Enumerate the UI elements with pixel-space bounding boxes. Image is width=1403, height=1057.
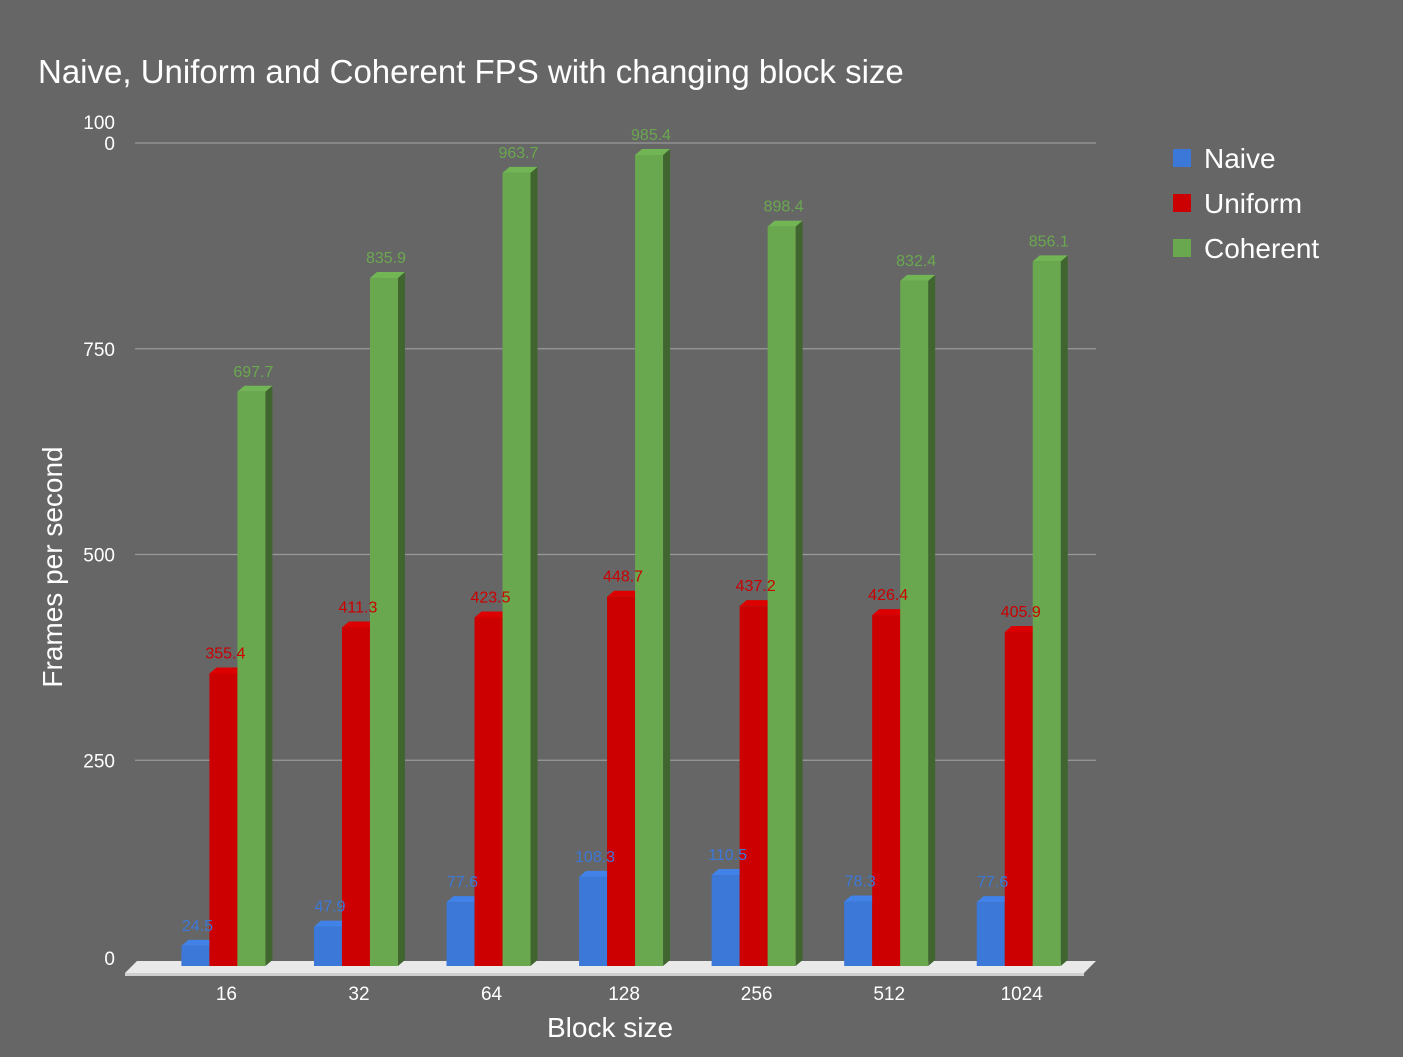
floor-edge	[125, 973, 1084, 976]
bar-coherent-16	[237, 385, 273, 966]
data-label-naive: 78.3	[845, 874, 876, 891]
y-tick-label: 0	[104, 949, 115, 970]
data-label-uniform: 411.3	[339, 600, 378, 617]
data-label-coherent: 898.4	[764, 199, 804, 216]
y-tick-label: 250	[83, 751, 115, 772]
x-tick-label: 256	[741, 984, 773, 1005]
y-tick-label: 100 0	[83, 113, 115, 155]
x-axis-title: Block size	[547, 1012, 673, 1043]
axis-labels: 0 250 500 750 100 0 16 32 64 128 256 512 1024	[83, 113, 1043, 1005]
data-label-coherent: 963.7	[498, 145, 538, 162]
data-label-uniform: 437.2	[736, 578, 776, 595]
data-label-coherent: 856.1	[1029, 233, 1069, 250]
legend-swatch	[1173, 194, 1191, 212]
data-label-uniform: 423.5	[470, 589, 510, 606]
legend-label: Naive	[1204, 143, 1276, 174]
data-label-coherent: 835.9	[366, 250, 406, 267]
y-axis-title: Frames per second	[37, 446, 68, 687]
chart-title: Naive, Uniform and Coherent FPS with cha…	[38, 53, 904, 90]
y-tick-label: 750	[83, 340, 115, 361]
legend-item-naive: Naive	[1173, 143, 1276, 174]
data-label-coherent: 832.4	[896, 253, 936, 270]
legend-swatch	[1173, 149, 1191, 167]
legend-item-coherent: Coherent	[1173, 233, 1319, 264]
bar-coherent-32	[369, 272, 405, 966]
x-tick-label: 1024	[1001, 984, 1044, 1005]
legend-item-uniform: Uniform	[1173, 188, 1302, 219]
data-label-naive: 108.3	[575, 849, 615, 866]
legend: Naive Uniform Coherent	[1173, 143, 1319, 264]
data-label-naive: 77.6	[447, 874, 478, 891]
data-label-coherent: 697.7	[233, 364, 273, 381]
y-tick-label: 500	[83, 546, 115, 567]
x-tick-label: 128	[608, 984, 640, 1005]
data-label-uniform: 426.4	[868, 587, 908, 604]
bar-coherent-128	[635, 149, 671, 966]
data-label-naive: 110.5	[708, 847, 747, 864]
legend-label: Uniform	[1204, 188, 1302, 219]
x-tick-label: 64	[481, 984, 503, 1005]
data-label-coherent: 985.4	[631, 127, 671, 144]
x-tick-label: 16	[216, 984, 237, 1005]
bar-coherent-1024	[1032, 255, 1068, 967]
data-label-naive: 47.9	[314, 899, 345, 916]
data-label-naive: 77.6	[977, 874, 1008, 891]
data-label-uniform: 405.9	[1001, 604, 1041, 621]
data-labels: 24.5 355.4 697.7 47.9 411.3 835.9 77.6 423.5 963…	[182, 127, 1069, 935]
data-label-uniform: 355.4	[205, 646, 245, 663]
legend-label: Coherent	[1204, 233, 1319, 264]
legend-swatch	[1173, 239, 1191, 257]
x-tick-label: 512	[873, 984, 905, 1005]
bar-coherent-256	[767, 220, 803, 966]
bars	[181, 149, 1068, 967]
bar-coherent-512	[900, 274, 936, 966]
data-label-uniform: 448.7	[603, 569, 643, 586]
x-tick-label: 32	[348, 984, 369, 1005]
bar-coherent-64	[502, 166, 538, 967]
data-label-naive: 24.5	[182, 918, 213, 935]
